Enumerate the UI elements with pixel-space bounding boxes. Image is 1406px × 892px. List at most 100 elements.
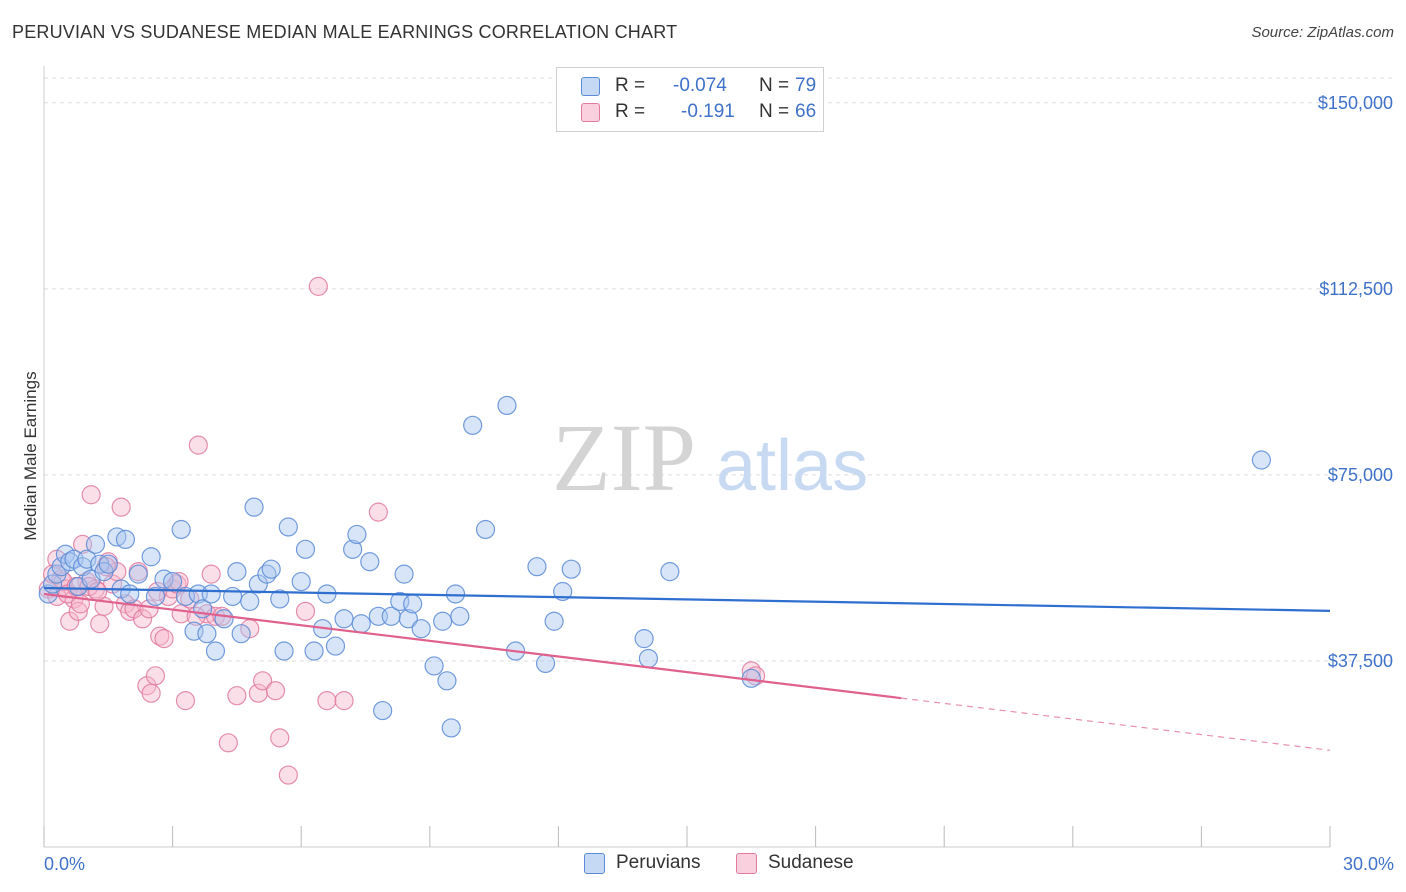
peruvians-point <box>360 552 380 572</box>
sudanese-point <box>295 601 316 621</box>
sudanese-point <box>278 765 298 785</box>
sudanese-legend-label: Sudanese <box>768 852 854 873</box>
peruvians-point <box>227 562 247 582</box>
sudanese-legend-swatch <box>736 853 757 874</box>
sudanese-point <box>201 564 221 584</box>
sudanese-point <box>270 728 290 748</box>
peruvians-legend-swatch <box>584 853 605 874</box>
peruvians-point <box>163 571 183 592</box>
watermark-zip: ZIP <box>552 404 696 511</box>
sudanese-point <box>81 485 101 505</box>
chart-title: PERUVIAN VS SUDANESE MEDIAN MALE EARNING… <box>12 22 678 42</box>
sudanese-points <box>38 276 766 785</box>
peruvians-point <box>295 539 316 559</box>
y-tick-label: $150,000 <box>1318 93 1393 113</box>
peruvians-point <box>270 589 290 609</box>
peruvians-point <box>197 624 217 644</box>
y-axis-label: Median Male Earnings <box>21 371 40 540</box>
peruvians-point <box>145 586 166 607</box>
tick-labels: $37,500 $75,000 $112,500 $150,000 0.0% 30.0% <box>44 93 1394 874</box>
sudanese-point <box>253 671 273 691</box>
y-tick-label: $37,500 <box>1328 651 1393 671</box>
peruvians-point <box>278 517 298 537</box>
peruvians-point <box>433 611 453 631</box>
sudanese-point <box>132 609 153 629</box>
watermark: ZIP atlas <box>552 404 868 511</box>
peruvians-point <box>98 554 118 574</box>
peruvians-point <box>351 614 371 634</box>
peruvians-point <box>463 415 483 435</box>
peruvians-point <box>77 549 97 569</box>
peruvians-point <box>347 524 367 545</box>
n-label: N = <box>759 101 790 122</box>
y-tick-label: $112,500 <box>1319 279 1393 299</box>
peruvians-point <box>261 559 281 579</box>
sudanese-point <box>154 629 174 649</box>
source-label: Source: ZipAtlas.com <box>1251 24 1394 41</box>
sudanese-point <box>68 601 88 621</box>
sudanese-point <box>111 497 131 517</box>
sudanese-trend-line <box>43 592 902 700</box>
sudanese-r-value: -0.191 <box>681 101 735 122</box>
peruvians-point <box>527 557 547 577</box>
sudanese-point <box>368 502 388 522</box>
peruvians-point <box>120 584 140 604</box>
peruvians-point <box>201 584 221 604</box>
peruvians-point <box>205 641 226 661</box>
peruvians-point <box>475 519 496 540</box>
peruvians-point <box>214 609 234 629</box>
peruvians-point <box>441 718 461 738</box>
x-tick-label-min: 0.0% <box>44 854 85 874</box>
peruvians-point <box>445 584 466 604</box>
peruvians-point <box>553 581 573 602</box>
sudanese-point <box>188 435 208 455</box>
peruvians-point <box>403 594 423 614</box>
peruvians-point <box>171 519 191 540</box>
r-label: R = <box>615 101 646 122</box>
sudanese-point <box>90 614 110 634</box>
sudanese-point <box>317 691 337 711</box>
peruvians-point <box>437 671 457 691</box>
peruvians-point <box>85 534 106 554</box>
trend-lines <box>43 586 1331 751</box>
peruvians-point <box>304 641 324 661</box>
sudanese-n-value: 66 <box>795 101 817 122</box>
peruvians-point <box>535 653 556 674</box>
correlation-legend: R = -0.074 N = 79 R = -0.191 N = 66 <box>556 67 824 132</box>
sudanese-point <box>308 276 328 296</box>
peruvians-point <box>411 619 431 639</box>
sudanese-point <box>265 681 286 701</box>
peruvians-point <box>334 609 354 629</box>
sudanese-point <box>141 683 161 703</box>
peruvians-point <box>231 624 251 644</box>
peruvians-point <box>373 700 393 721</box>
sudanese-point <box>175 691 196 711</box>
peruvians-point <box>343 539 363 559</box>
peruvians-point <box>638 648 659 669</box>
peruvians-trend-line <box>43 586 1331 612</box>
sudanese-point <box>218 733 238 753</box>
peruvians-point <box>450 606 470 626</box>
peruvians-point <box>141 547 161 567</box>
sudanese-point <box>334 691 354 711</box>
peruvians-point <box>115 529 136 550</box>
peruvians-point <box>544 611 564 631</box>
x-tick-label-max: 30.0% <box>1343 854 1394 874</box>
peruvians-legend-label: Peruvians <box>616 852 701 873</box>
peruvians-point <box>398 609 418 629</box>
sudanese-swatch <box>581 103 600 122</box>
peruvians-point <box>634 629 654 649</box>
gridlines <box>44 77 1395 662</box>
peruvians-point <box>561 559 581 579</box>
peruvians-point <box>424 656 444 676</box>
peruvians-point <box>325 636 346 656</box>
peruvians-r-value: -0.074 <box>673 75 727 96</box>
peruvians-point <box>291 571 311 592</box>
peruvians-n-value: 79 <box>795 75 817 96</box>
y-tick-label: $75,000 <box>1328 465 1393 485</box>
sudanese-point <box>227 686 247 706</box>
peruvians-point <box>394 564 414 584</box>
peruvians-point <box>223 586 243 607</box>
n-label: N = <box>759 75 790 96</box>
